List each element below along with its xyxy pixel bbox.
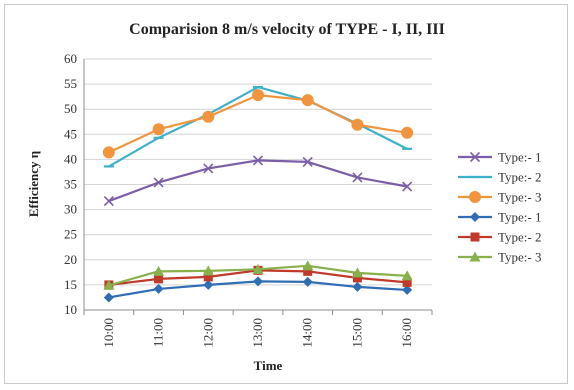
data-point <box>402 277 412 287</box>
y-tick-label: 15 <box>64 277 77 292</box>
series-3 <box>102 89 414 159</box>
legend-item: Type:- 1 <box>458 210 542 225</box>
data-point <box>203 163 214 174</box>
y-tick-label: 50 <box>64 101 77 116</box>
y-tick-label: 10 <box>64 302 77 317</box>
data-point <box>203 272 213 282</box>
data-point <box>252 263 264 274</box>
data-point <box>202 110 215 123</box>
series-6 <box>103 260 413 290</box>
legend-item: Type:- 2 <box>458 170 542 185</box>
legend-marker <box>469 191 481 203</box>
y-tick-label: 30 <box>64 202 77 217</box>
data-point <box>302 276 313 287</box>
data-point <box>103 196 114 207</box>
series-group <box>102 86 414 303</box>
data-point <box>203 279 214 290</box>
data-point <box>103 279 115 290</box>
data-point <box>352 172 363 183</box>
x-tick-label: 11:00 <box>151 318 166 347</box>
y-tick-label: 40 <box>64 151 77 166</box>
series-1 <box>103 155 413 207</box>
axes <box>83 59 433 315</box>
data-point <box>401 126 414 139</box>
legend-marker <box>470 212 480 222</box>
legend: Type:- 1 Type:- 2 Type:- 3 Type:- 1 Type:- 2… <box>458 150 542 265</box>
data-point <box>351 118 364 131</box>
legend-marker <box>470 232 480 242</box>
data-point <box>351 267 363 278</box>
y-tick-label: 45 <box>64 126 77 141</box>
data-point <box>402 181 413 192</box>
x-axis-label: Time <box>254 358 283 373</box>
y-tick-label: 25 <box>64 227 77 242</box>
x-tick-label: 13:00 <box>250 318 265 348</box>
legend-label: Type:- 1 <box>498 210 542 225</box>
data-point <box>103 292 114 303</box>
chart-title: Comparision 8 m/s velocity of TYPE - I, … <box>129 21 445 38</box>
data-point <box>401 270 413 281</box>
legend-item: Type:- 1 <box>458 150 542 165</box>
data-point <box>153 177 164 188</box>
data-point <box>352 273 362 283</box>
legend-item: Type:- 3 <box>458 250 542 265</box>
data-point <box>153 265 165 276</box>
series-line <box>108 159 408 203</box>
legend-label: Type:- 3 <box>498 190 542 205</box>
x-tick-label: 14:00 <box>300 318 315 348</box>
y-tick-label: 35 <box>64 177 77 192</box>
legend-marker <box>469 151 481 163</box>
x-tick-labels: 10:00 11:00 12:00 13:00 14:00 15:00 16:00 <box>101 318 414 348</box>
data-point <box>303 266 313 276</box>
legend-marker <box>469 251 481 262</box>
y-tick-labels: 10 15 20 25 30 35 40 45 50 55 60 <box>64 51 77 317</box>
data-point <box>102 146 115 159</box>
data-point <box>152 123 165 136</box>
x-tick-label: 12:00 <box>200 318 215 348</box>
data-point <box>252 89 264 102</box>
legend-label: Type:- 2 <box>498 170 542 185</box>
y-tick-label: 60 <box>64 51 77 66</box>
x-tick-label: 10:00 <box>101 318 116 348</box>
data-point <box>301 94 314 107</box>
y-tick-label: 20 <box>64 252 77 267</box>
data-point <box>253 276 263 287</box>
data-point <box>302 156 313 167</box>
data-point <box>154 274 164 284</box>
y-tick-label: 55 <box>64 76 77 91</box>
legend-label: Type:- 3 <box>498 250 542 265</box>
x-tick-label: 16:00 <box>399 318 414 348</box>
data-point <box>202 265 214 276</box>
legend-item: Type:- 2 <box>458 230 542 245</box>
data-point <box>302 260 314 271</box>
legend-item: Type:- 3 <box>458 190 542 205</box>
legend-label: Type:- 2 <box>498 230 542 245</box>
y-axis-label: Efficiency η <box>26 151 41 217</box>
legend-label: Type:- 1 <box>498 150 542 165</box>
series-4 <box>103 276 413 303</box>
data-point <box>402 284 413 295</box>
data-point <box>252 155 264 166</box>
data-point <box>153 283 164 294</box>
data-point <box>352 281 363 292</box>
x-tick-label: 15:00 <box>349 318 364 348</box>
